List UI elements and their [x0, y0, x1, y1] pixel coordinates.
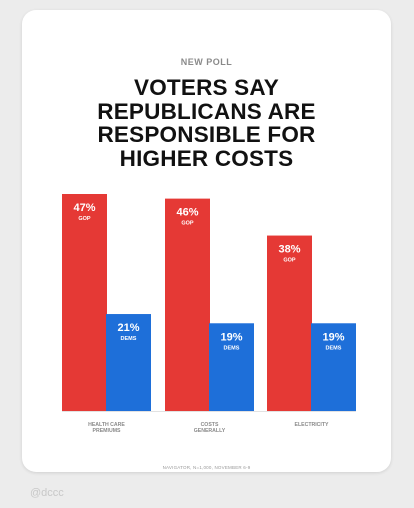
- series-label-gop-2: GOP: [181, 221, 194, 227]
- headline-line-3: RESPONSIBLE FOR: [97, 122, 316, 147]
- bar-gop-1: [62, 194, 107, 411]
- series-label-dems-2: DEMS: [224, 345, 240, 351]
- category-label-3: ELECTRICITY: [294, 422, 329, 428]
- watermark: @dccc: [30, 487, 64, 499]
- series-label-dems-3: DEMS: [326, 345, 342, 351]
- series-label-dems-1: DEMS: [121, 336, 137, 342]
- kicker: NEW POLL: [180, 57, 233, 67]
- category-label-1-line-1: HEALTH CARE: [88, 422, 125, 428]
- data-label-gop-2: 46%: [176, 207, 198, 219]
- category-label-1-line-2: PREMIUMS: [93, 428, 121, 434]
- headline: VOTERS SAY REPUBLICANS ARE RESPONSIBLE F…: [22, 76, 391, 170]
- bar-gop-2: [165, 198, 210, 411]
- category-label-2-line-2: GENERALLY: [194, 428, 226, 434]
- series-label-gop-3: GOP: [283, 258, 296, 264]
- series-label-gop-1: GOP: [78, 216, 91, 222]
- data-label-dems-3: 19%: [322, 331, 344, 343]
- bar-dems-3: [311, 323, 356, 411]
- footnote: NAVIGATOR, N=1,000, NOVEMBER 6-9: [162, 465, 251, 470]
- category-label-2-line-1: COSTS: [201, 422, 219, 428]
- bar-dems-2: [209, 323, 254, 411]
- headline-line-4: HIGHER COSTS: [119, 145, 294, 171]
- data-label-dems-2: 19%: [220, 331, 242, 343]
- data-label-gop-1: 47%: [73, 202, 95, 214]
- headline-line-1: VOTERS SAY: [134, 75, 279, 100]
- bar-gop-3: [267, 235, 312, 411]
- bar-dems-1: [106, 314, 151, 411]
- headline-line-2: REPUBLICANS ARE: [97, 98, 316, 124]
- poll-card: NEW POLL VOTERS SAY REPUBLICANS ARE RESP…: [22, 10, 391, 472]
- data-label-gop-3: 38%: [278, 244, 300, 256]
- data-label-dems-1: 21%: [117, 322, 139, 334]
